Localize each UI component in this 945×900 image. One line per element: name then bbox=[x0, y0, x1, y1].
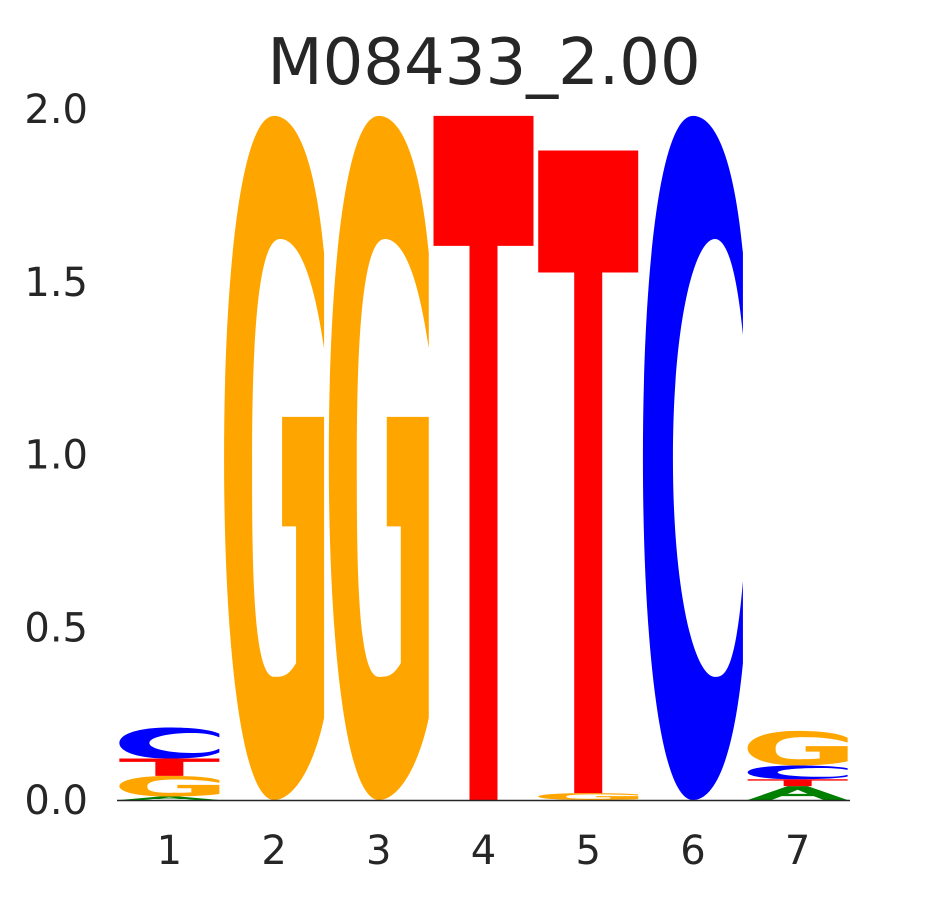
logo-letter-t-pos7 bbox=[747, 779, 848, 787]
logo-letter-t-pos1 bbox=[119, 758, 220, 776]
y-tick-label: 2.0 bbox=[24, 87, 88, 133]
x-tick-label: 4 bbox=[471, 828, 496, 874]
logo-letter-c-pos1 bbox=[119, 727, 220, 759]
x-tick-label: 6 bbox=[680, 828, 705, 874]
y-tick-label: 0.0 bbox=[24, 778, 88, 824]
logo-letter-a-pos1 bbox=[119, 796, 220, 800]
logo-letter-t-pos4 bbox=[433, 115, 534, 800]
logo-letter-c-pos6 bbox=[642, 115, 743, 800]
x-tick-label: 2 bbox=[261, 828, 286, 874]
chart-title: M08433_2.00 bbox=[267, 26, 700, 100]
logo-letter-g-pos3 bbox=[328, 115, 429, 800]
y-tick-label: 0.5 bbox=[24, 605, 88, 651]
y-tick-label: 1.0 bbox=[24, 433, 88, 479]
logo-letter-g-pos7 bbox=[747, 730, 848, 766]
y-axis: 0.0 0.5 1.0 1.5 2.0 bbox=[24, 87, 88, 824]
logo-letter-g-pos5 bbox=[538, 793, 639, 800]
logo-letters bbox=[119, 115, 848, 800]
x-tick-label: 3 bbox=[366, 828, 391, 874]
x-axis: 1 2 3 4 5 6 7 bbox=[157, 828, 811, 874]
logo-letter-a-pos7 bbox=[747, 786, 848, 800]
logo-letter-g-pos1 bbox=[119, 775, 220, 797]
x-tick-label: 1 bbox=[157, 828, 182, 874]
logo-letter-c-pos7 bbox=[747, 765, 848, 780]
logo-letter-t-pos5 bbox=[538, 150, 639, 794]
x-tick-label: 7 bbox=[785, 828, 810, 874]
x-tick-label: 5 bbox=[575, 828, 600, 874]
logo-letter-g-pos2 bbox=[224, 115, 325, 800]
y-tick-label: 1.5 bbox=[24, 260, 88, 306]
